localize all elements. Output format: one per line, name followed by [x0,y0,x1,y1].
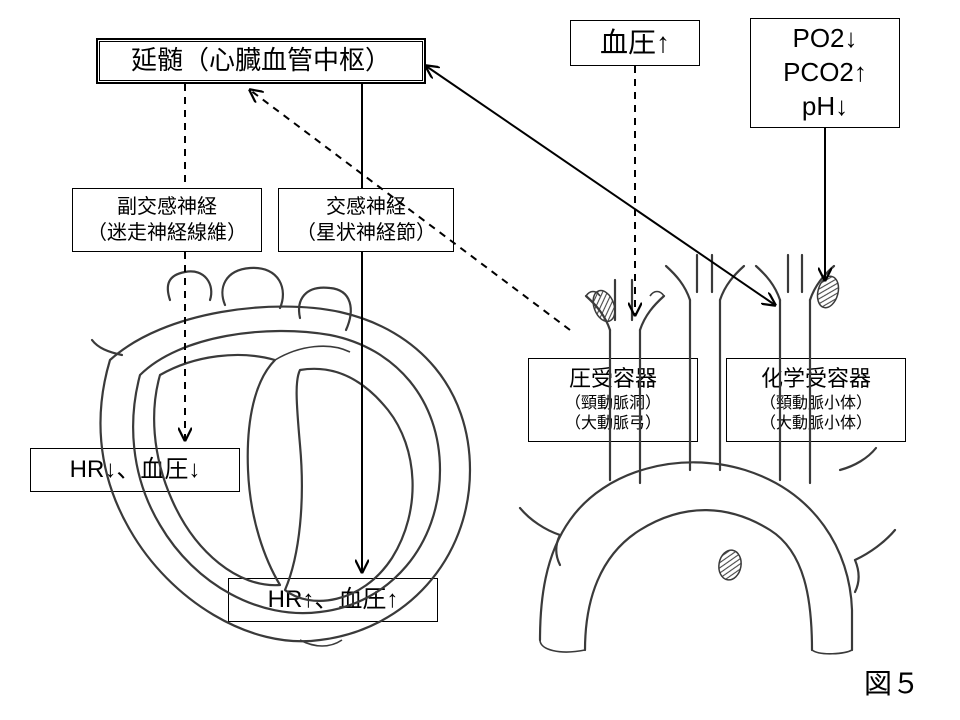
arrows [185,66,825,572]
chemo-sub: （頸動脈小体） [760,394,872,415]
sympathetic-box: 交感神経 （星状神経節） [278,188,454,252]
sym-line: （星状神経節） [296,220,436,246]
baro-title: 圧受容器 [569,365,657,394]
bp-up-label: 血圧↑ [600,25,670,61]
diagram-canvas: 延髄（心臓血管中枢） 血圧↑ PO2↓ PCO2↑ pH↓ 副交感神経 （迷走神… [0,0,960,720]
parasym-line: （迷走神経線維） [87,220,247,246]
chem-stim-line: PO2↓ [792,22,857,56]
parasym-line: 副交感神経 [117,194,217,220]
hr-up-label: HR↑、血圧↑ [268,584,399,615]
chemo-sub: （大動脈小体） [760,414,872,435]
hr-down-label: HR↓、血圧↓ [70,454,201,485]
medulla-box: 延髄（心臓血管中枢） [96,38,426,84]
baro-sub: （頸動脈洞） [565,394,661,415]
hr-down-box: HR↓、血圧↓ [30,448,240,492]
baro-sub: （大動脈弓） [565,414,661,435]
chemoreceptor-box: 化学受容器 （頸動脈小体） （大動脈小体） [726,358,906,442]
aorta-sketch [520,255,895,654]
medulla-label: 延髄（心臓血管中枢） [131,44,391,78]
parasympathetic-box: 副交感神経 （迷走神経線維） [72,188,262,252]
sym-line: 交感神経 [326,194,406,220]
chem-stim-line: pH↓ [802,90,848,124]
chemo-title: 化学受容器 [761,365,871,394]
chem-stim-line: PCO2↑ [783,56,867,90]
figure-label: 図５ [864,662,920,702]
hr-up-box: HR↑、血圧↑ [228,578,438,622]
baroreceptor-box: 圧受容器 （頸動脈洞） （大動脈弓） [528,358,698,442]
chem-stim-box: PO2↓ PCO2↑ pH↓ [750,18,900,128]
bp-up-box: 血圧↑ [570,20,700,66]
